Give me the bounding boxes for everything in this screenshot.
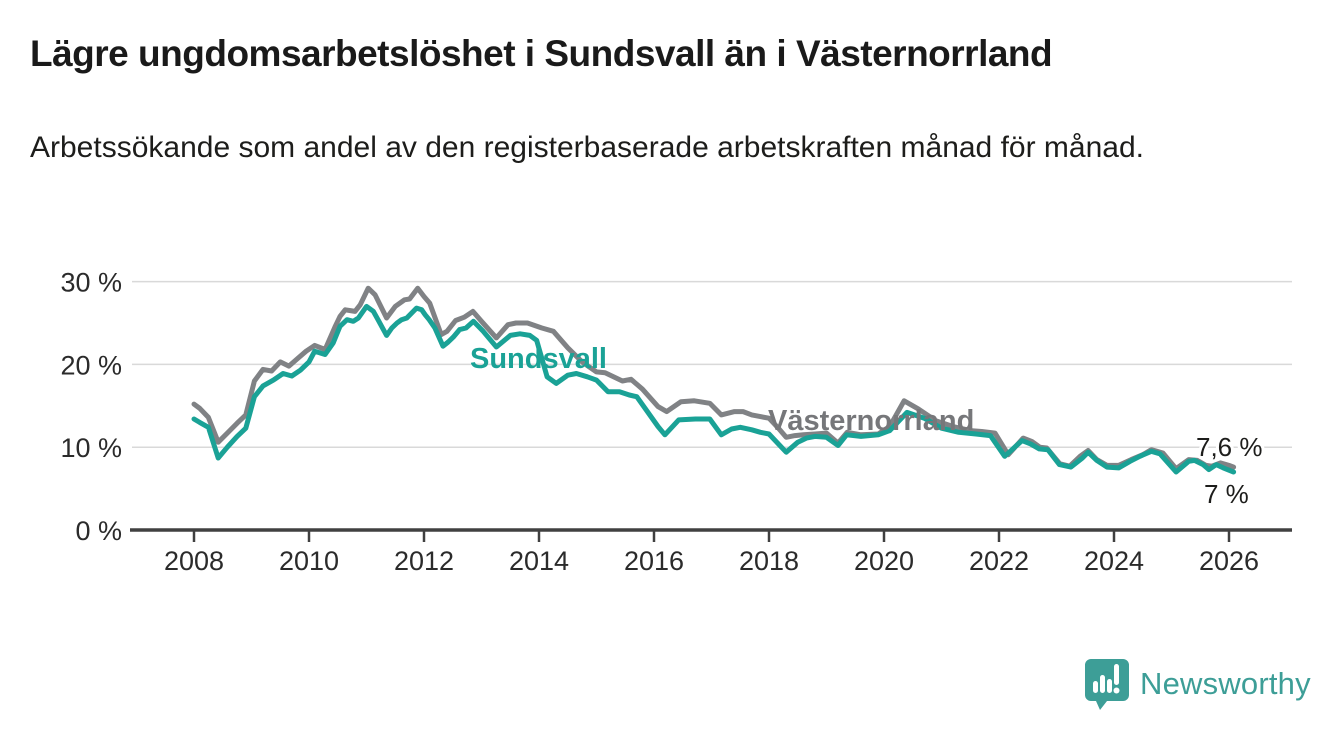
x-tick-label-2008: 2008 (164, 546, 224, 576)
x-tick-label-2014: 2014 (509, 546, 569, 576)
y-tick-label-0: 0 % (75, 516, 122, 546)
brand-footer: Newsworthy (1085, 655, 1311, 713)
y-tick-label-30: 30 % (60, 268, 122, 298)
x-tick-label-2016: 2016 (624, 546, 684, 576)
series-line-sundsvall (191, 303, 1237, 475)
y-tick-label-10: 10 % (60, 433, 122, 463)
x-tick-label-2024: 2024 (1084, 546, 1144, 576)
brand-name: Newsworthy (1140, 666, 1311, 701)
end-value-label-1: 7 % (1204, 479, 1249, 509)
y-tick-label-20: 20 % (60, 350, 122, 380)
x-tick-label-2020: 2020 (854, 546, 914, 576)
x-tick-label-2022: 2022 (969, 546, 1029, 576)
x-tick-label-2026: 2026 (1199, 546, 1259, 576)
x-tick-label-2012: 2012 (394, 546, 454, 576)
page-title: Lägre ungdomsarbetslöshet i Sundsvall än… (30, 33, 1053, 74)
page-subtitle: Arbetssökande som andel av den registerb… (30, 131, 1144, 164)
x-tick-label-2010: 2010 (279, 546, 339, 576)
series-line-västernorrland (191, 285, 1237, 472)
x-tick-label-2018: 2018 (739, 546, 799, 576)
newsworthy-logo-icon (1085, 659, 1129, 710)
series-label-sundsvall: Sundsvall (470, 343, 607, 375)
end-value-label-0: 7,6 % (1196, 432, 1263, 462)
series-label-västernorrland: Västernorrland (768, 405, 974, 437)
